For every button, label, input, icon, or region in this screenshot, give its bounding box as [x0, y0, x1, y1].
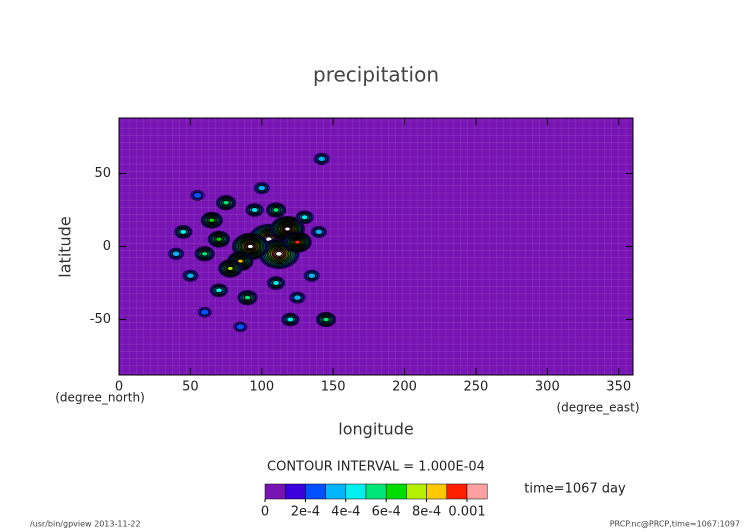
colorbar-tick-label: 6e-4: [372, 505, 401, 520]
contour-interval: CONTOUR INTERVAL = 1.000E-04: [267, 460, 485, 475]
contour-ring: [215, 236, 223, 243]
colorbar-bin: [466, 483, 488, 500]
contour-ring: [286, 316, 295, 323]
x-tick-label: 0: [115, 380, 123, 395]
colorbar-bin: [325, 483, 347, 500]
contour-ring: [322, 316, 330, 323]
contour-blob: [303, 269, 320, 282]
x-tick-label: 200: [392, 380, 417, 395]
contour-ring: [208, 217, 216, 224]
contour-ring: [214, 287, 224, 294]
colorbar-bin: [446, 483, 468, 500]
footer-left: /usr/bin/gpview 2013-11-22: [30, 520, 141, 529]
x-tick-label: 250: [464, 380, 489, 395]
contour-field: [168, 152, 337, 333]
colorbar-bin: [284, 483, 306, 500]
x-tick-label: 150: [321, 380, 346, 395]
contour-ring: [257, 184, 267, 192]
y-unit: (degree_north): [55, 391, 145, 405]
chart-title: precipitation: [313, 63, 439, 87]
contour-ring: [192, 191, 203, 200]
contour-ring: [271, 279, 281, 287]
contour-blob: [218, 259, 243, 278]
contour-ring: [250, 206, 259, 214]
contour-blob: [267, 276, 286, 290]
time-label: time=1067 day: [524, 482, 626, 497]
contour-ring: [199, 308, 210, 317]
colorbar-tick-label: 2e-4: [291, 505, 320, 520]
x-unit: (degree_east): [556, 401, 639, 415]
x-tick-label: 50: [182, 380, 199, 395]
contour-blob: [295, 210, 314, 225]
contour-blob: [216, 195, 237, 211]
contour-blob: [197, 306, 212, 318]
footer-right: PRCP.nc@PRCP,time=1067:1097: [610, 520, 740, 529]
y-tick-label: 0: [103, 239, 111, 254]
contour-ring: [243, 294, 252, 301]
contour-ring: [307, 272, 317, 280]
contour-ring: [171, 250, 181, 258]
colorbar-tick-label: 0.001: [448, 505, 485, 520]
contour-ring: [235, 322, 246, 331]
colorbar-bin: [345, 483, 367, 500]
contour-blob: [200, 211, 223, 229]
contour-ring: [294, 239, 301, 245]
colorbar-bin: [305, 483, 326, 500]
contour-blob: [245, 203, 264, 217]
contour-ring: [272, 206, 280, 214]
contour-blob: [281, 312, 300, 327]
x-tick-label: 300: [535, 380, 560, 395]
contour-ring: [274, 250, 283, 257]
x-tick-label: 350: [606, 380, 631, 395]
contour-ring: [200, 250, 209, 257]
colorbar-bin: [385, 483, 407, 500]
colorbar-tick-label: 0: [261, 505, 269, 520]
y-axis-label: latitude: [56, 216, 75, 277]
contour-blob: [182, 269, 199, 282]
contour-ring: [300, 214, 309, 221]
contour-blob: [289, 291, 306, 304]
contour-blob: [174, 225, 193, 239]
contour-blob: [265, 202, 287, 218]
contour-blob: [315, 311, 337, 328]
contour-ring: [226, 265, 234, 272]
contour-blob: [283, 231, 312, 253]
x-axis-label: longitude: [338, 420, 413, 439]
contour-blob: [207, 230, 231, 248]
contour-ring: [179, 228, 188, 236]
contour-ring: [314, 228, 324, 236]
contour-blob: [310, 225, 327, 238]
contour-ring: [222, 199, 230, 206]
x-tick-label: 100: [249, 380, 274, 395]
contour-blob: [190, 190, 205, 201]
contour-ring: [317, 155, 327, 163]
contour-blob: [313, 152, 330, 165]
colorbar-tick-label: 8e-4: [412, 505, 441, 520]
colorbar-bin: [365, 483, 387, 500]
contour-blob: [168, 247, 185, 260]
colorbar-bin: [426, 483, 448, 500]
contour-ring: [246, 243, 254, 250]
contour-blob: [209, 283, 228, 298]
plot-background: [119, 118, 633, 375]
contour-ring: [284, 226, 291, 232]
y-tick-label: 50: [94, 166, 111, 181]
contour-blob: [194, 246, 215, 262]
colorbar-bin: [406, 483, 427, 500]
contour-blob: [253, 182, 270, 195]
contour-ring: [293, 294, 302, 302]
contour-ring: [185, 272, 195, 280]
colorbar-tick-label: 4e-4: [331, 505, 360, 520]
colorbar-bin: [264, 483, 286, 500]
contour-blob: [233, 321, 248, 333]
contour-blob: [237, 290, 258, 306]
y-tick-label: -50: [90, 312, 111, 327]
